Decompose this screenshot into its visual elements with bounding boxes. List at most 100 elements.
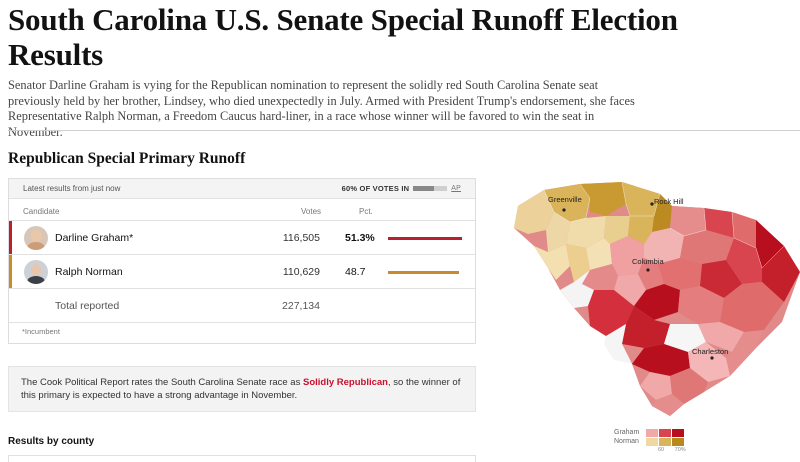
map-county[interactable] bbox=[726, 238, 762, 284]
candidate-votes: 116,505 bbox=[282, 232, 320, 244]
candidate-column-header: Candidate bbox=[23, 207, 60, 216]
article-dek: Senator Darline Graham is vying for the … bbox=[8, 78, 635, 139]
reporting-progress-bar bbox=[413, 186, 448, 191]
map-county[interactable] bbox=[652, 394, 684, 416]
map-county[interactable] bbox=[762, 246, 800, 302]
reporting-status: 60% OF VOTES IN AP bbox=[342, 184, 461, 193]
map-county[interactable] bbox=[614, 274, 646, 306]
map-county[interactable] bbox=[534, 244, 570, 280]
city-dot-columbia bbox=[646, 268, 650, 272]
cook-text-after: , so the winner of this primary is expec… bbox=[21, 377, 461, 401]
candidate-color-bar bbox=[9, 255, 12, 288]
map-county[interactable] bbox=[652, 194, 672, 232]
map-county[interactable] bbox=[658, 258, 702, 290]
legend-swatch bbox=[659, 437, 671, 446]
map-county[interactable] bbox=[580, 182, 626, 216]
legend-ticks: 60 70% bbox=[658, 447, 686, 453]
county-results-table bbox=[8, 455, 476, 462]
ap-source-link[interactable]: AP bbox=[451, 185, 461, 192]
map-county[interactable] bbox=[560, 270, 594, 308]
legend-swatch bbox=[672, 428, 684, 437]
map-county[interactable] bbox=[632, 344, 690, 376]
map-county[interactable] bbox=[688, 342, 730, 382]
map-county[interactable] bbox=[720, 282, 784, 332]
cook-rating-note: The Cook Political Report rates the Sout… bbox=[8, 366, 476, 412]
total-label: Total reported bbox=[55, 300, 120, 312]
pct-bar bbox=[388, 237, 462, 240]
city-label-rock-hill: Rock Hill bbox=[654, 197, 684, 206]
map-county[interactable] bbox=[582, 264, 618, 290]
map-county[interactable] bbox=[546, 212, 570, 252]
race-title: Republican Special Primary Runoff bbox=[8, 150, 246, 167]
city-label-charleston: Charleston bbox=[692, 347, 728, 356]
map-county[interactable] bbox=[604, 216, 630, 244]
map-county[interactable] bbox=[622, 306, 670, 348]
map-county[interactable] bbox=[732, 212, 756, 248]
candidate-votes: 110,629 bbox=[282, 266, 320, 278]
cook-text-before: The Cook Political Report rates the Sout… bbox=[21, 377, 303, 388]
map-county[interactable] bbox=[726, 330, 764, 376]
map-county[interactable] bbox=[628, 216, 654, 244]
map-county[interactable] bbox=[670, 206, 706, 236]
candidate-pct: 51.3% bbox=[345, 232, 375, 244]
legend-norman-row: Norman bbox=[614, 437, 685, 446]
results-header-bar: Latest results from just now 60% OF VOTE… bbox=[9, 179, 475, 199]
map-county[interactable] bbox=[566, 216, 606, 248]
city-label-columbia: Columbia bbox=[632, 257, 665, 266]
pct-bar bbox=[388, 271, 459, 274]
map-county[interactable] bbox=[610, 236, 644, 276]
county-results-map: Greenville Rock Hill Columbia Charleston bbox=[514, 181, 800, 416]
legend-swatch bbox=[659, 428, 671, 437]
map-county[interactable] bbox=[586, 238, 612, 270]
legend-swatch bbox=[646, 428, 658, 437]
map-county[interactable] bbox=[700, 260, 742, 298]
results-table: Latest results from just now 60% OF VOTE… bbox=[8, 178, 476, 344]
map-county[interactable] bbox=[638, 258, 664, 290]
headline: South Carolina U.S. Senate Special Runof… bbox=[8, 2, 678, 72]
map-county[interactable] bbox=[678, 286, 724, 324]
legend-swatch bbox=[646, 437, 658, 446]
map-county[interactable] bbox=[644, 228, 684, 264]
cook-rating-link[interactable]: Solidly Republican bbox=[303, 377, 388, 388]
legend-graham-row: Graham bbox=[614, 428, 685, 437]
legend-swatch bbox=[672, 437, 684, 446]
legend-tick-70: 70% bbox=[674, 447, 686, 453]
map-county[interactable] bbox=[634, 284, 680, 320]
reporting-label: 60% OF VOTES IN bbox=[341, 184, 410, 193]
map-county[interactable] bbox=[756, 220, 784, 268]
avatar-graham bbox=[24, 226, 48, 250]
candidate-name: Darline Graham* bbox=[55, 232, 134, 244]
map-county[interactable] bbox=[704, 208, 734, 238]
avatar-norman bbox=[24, 260, 48, 284]
map-county[interactable] bbox=[640, 372, 672, 400]
pct-column-header: Pct. bbox=[359, 207, 373, 216]
candidate-row-norman: Ralph Norman 110,629 48.7 bbox=[9, 255, 475, 289]
total-row: Total reported 227,134 bbox=[9, 289, 475, 323]
map-county[interactable] bbox=[544, 184, 590, 222]
column-headers: Candidate Votes Pct. bbox=[9, 199, 475, 221]
map-county[interactable] bbox=[680, 230, 734, 264]
map-county[interactable] bbox=[670, 368, 708, 404]
map-county[interactable] bbox=[664, 324, 706, 352]
map-county[interactable] bbox=[604, 324, 632, 364]
map-county[interactable] bbox=[588, 290, 634, 336]
county-results-title: Results by county bbox=[8, 436, 95, 447]
candidate-name: Ralph Norman bbox=[55, 266, 123, 278]
latest-results-timestamp: Latest results from just now bbox=[23, 184, 121, 193]
map-legend: Graham Norman 60 70% bbox=[614, 428, 704, 458]
map-county[interactable] bbox=[566, 244, 590, 282]
total-votes: 227,134 bbox=[282, 300, 320, 312]
city-dot-greenville bbox=[562, 208, 566, 212]
candidate-color-bar bbox=[9, 221, 12, 254]
candidate-pct: 48.7 bbox=[345, 266, 366, 278]
city-dot-charleston bbox=[710, 356, 714, 360]
map-county[interactable] bbox=[698, 322, 744, 352]
incumbent-footnote: *Incumbent bbox=[22, 327, 60, 336]
votes-column-header: Votes bbox=[301, 207, 322, 216]
map-county-borders bbox=[543, 181, 785, 269]
city-dot-rock-hill bbox=[650, 202, 654, 206]
map-county[interactable] bbox=[514, 190, 554, 234]
legend-tick-60: 60 bbox=[658, 447, 665, 453]
map-county[interactable] bbox=[622, 182, 660, 216]
legend-norman-label: Norman bbox=[614, 438, 639, 445]
